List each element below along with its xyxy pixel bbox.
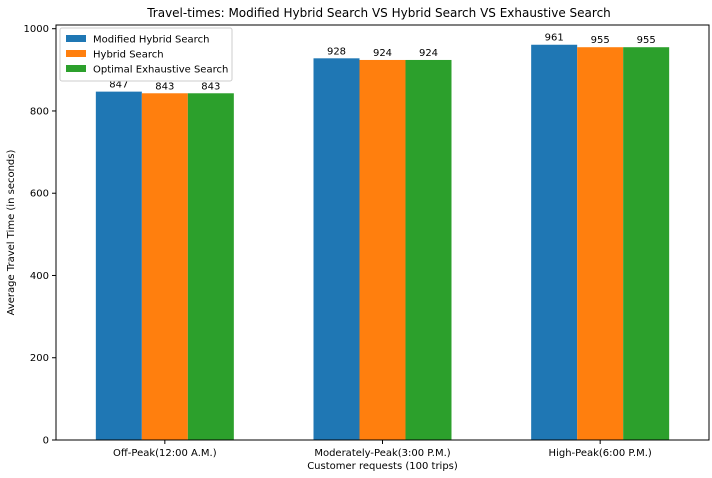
y-tick-label: 600	[30, 189, 49, 200]
legend: Modified Hybrid Search Hybrid Search Optim…	[59, 27, 233, 82]
bar	[313, 58, 360, 441]
bar-value-label: 924	[373, 48, 392, 59]
legend-swatch	[66, 65, 86, 72]
bar-value-label: 955	[591, 35, 610, 46]
legend-swatch	[66, 35, 86, 42]
y-ticks-group: 0 200 400 600 800 1000	[24, 24, 56, 447]
legend-swatch	[66, 50, 86, 57]
bar	[623, 47, 670, 440]
bars-group	[95, 44, 670, 441]
x-tick-label: Off-Peak(12:00 A.M.)	[113, 448, 217, 459]
bar-value-label: 928	[327, 46, 346, 57]
y-tick-label: 400	[30, 271, 49, 282]
bar-value-label: 843	[201, 81, 220, 92]
y-tick-label: 1000	[24, 24, 49, 35]
bar-value-label: 924	[419, 48, 438, 59]
legend-label: Modified Hybrid Search	[93, 35, 209, 46]
bar-value-label: 961	[545, 33, 564, 44]
bar	[405, 59, 452, 440]
x-ticks-group: Off-Peak(12:00 A.M.) Moderately-Peak(3:00…	[113, 440, 652, 459]
bar	[141, 93, 188, 441]
bar	[531, 44, 578, 441]
bar	[187, 93, 234, 441]
legend-label: Hybrid Search	[93, 50, 164, 61]
y-tick-label: 0	[43, 436, 49, 447]
bar-value-label: 843	[155, 81, 174, 92]
bar	[359, 59, 406, 440]
bar-value-label: 847	[109, 80, 128, 91]
chart-title: Travel-times: Modified Hybrid Search VS …	[146, 6, 611, 20]
legend-label: Optimal Exhaustive Search	[93, 65, 228, 76]
x-tick-label: High-Peak(6:00 P.M.)	[549, 448, 652, 459]
y-tick-label: 800	[30, 106, 49, 117]
x-tick-label: Moderately-Peak(3:00 P.M.)	[314, 448, 450, 459]
legend-box	[59, 27, 233, 82]
bar	[577, 47, 624, 440]
y-axis-label: Average Travel Time (in seconds)	[6, 150, 17, 316]
bar-value-label: 955	[637, 35, 656, 46]
x-axis-label: Customer requests (100 trips)	[307, 461, 458, 472]
bar	[95, 91, 142, 441]
y-tick-label: 200	[30, 353, 49, 364]
data-labels-group: 847 843 843 928 924 924 961 955 955	[109, 33, 655, 93]
